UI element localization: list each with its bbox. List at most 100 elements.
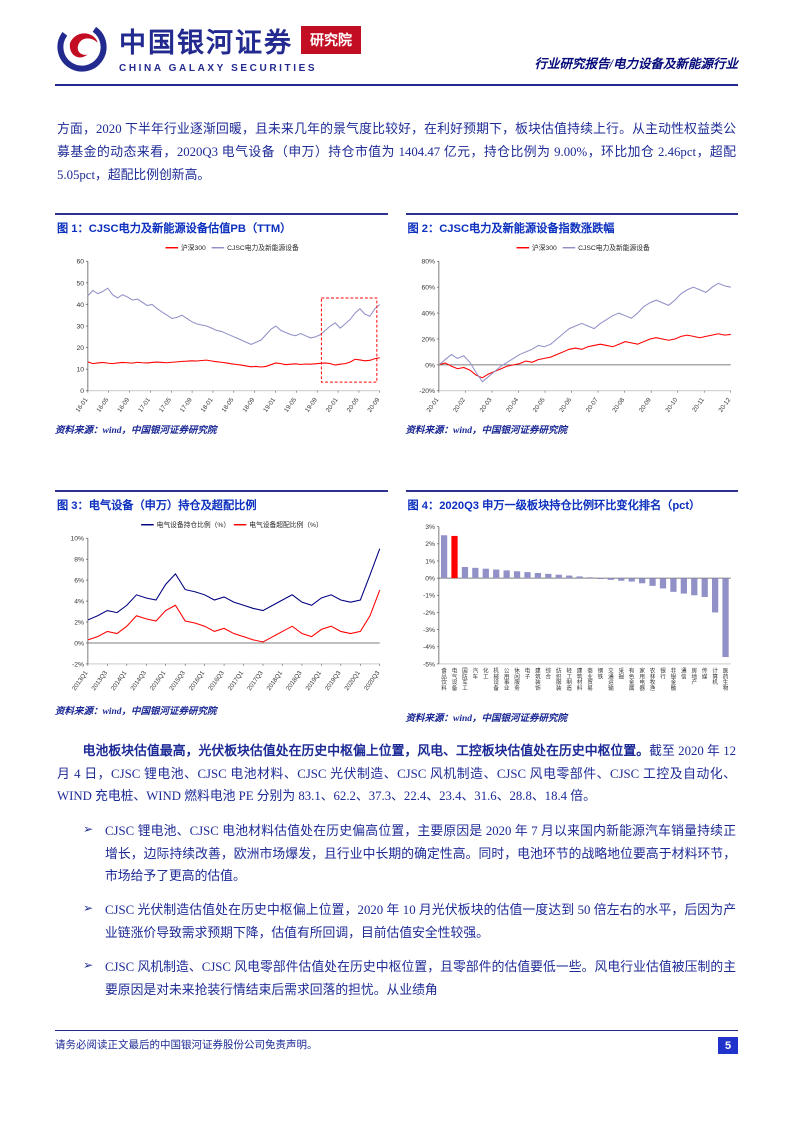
svg-text:0%: 0% bbox=[425, 362, 435, 369]
svg-text:有色金属: 有色金属 bbox=[628, 666, 634, 691]
svg-text:国防军工: 国防军工 bbox=[462, 667, 468, 691]
brand-division-badge: 研究院 bbox=[301, 26, 361, 54]
svg-text:轻工制造: 轻工制造 bbox=[566, 666, 572, 691]
svg-text:8%: 8% bbox=[74, 556, 84, 563]
brand-name: 中国银河证券 bbox=[119, 27, 293, 58]
svg-text:2018Q1: 2018Q1 bbox=[266, 669, 285, 692]
svg-text:19-05: 19-05 bbox=[283, 396, 298, 414]
svg-text:0%: 0% bbox=[425, 575, 435, 582]
svg-text:18-05: 18-05 bbox=[221, 396, 236, 414]
page-footer: 请务必阅读正文最后的中国银河证券股份公司免责声明。 5 bbox=[55, 1030, 738, 1054]
svg-text:20-05: 20-05 bbox=[346, 396, 361, 414]
svg-text:20-09: 20-09 bbox=[637, 396, 652, 414]
svg-text:20%: 20% bbox=[421, 336, 435, 343]
lead-paragraph: 电池板块估值最高，光伏板块估值处在历史中枢偏上位置，风电、工控板块估值处在历史中… bbox=[57, 740, 736, 807]
page-number-badge: 5 bbox=[718, 1037, 738, 1054]
svg-text:2014Q1: 2014Q1 bbox=[110, 669, 129, 692]
svg-text:沪深300: 沪深300 bbox=[181, 243, 206, 252]
page-header: 中国银河证券 研究院 CHINA GALAXY SECURITIES 行业研究报… bbox=[55, 20, 738, 86]
figure-4-source: 资料来源：wind，中国银河证券研究院 bbox=[405, 714, 568, 725]
svg-text:非银金融: 非银金融 bbox=[670, 666, 676, 691]
svg-text:2%: 2% bbox=[425, 541, 435, 548]
svg-text:20-12: 20-12 bbox=[717, 396, 732, 414]
svg-text:2016Q3: 2016Q3 bbox=[207, 669, 226, 692]
svg-text:16-09: 16-09 bbox=[116, 396, 131, 414]
svg-text:18-09: 18-09 bbox=[241, 396, 256, 414]
figure-4-chart: 3% 2% 1% 0% -1% -2% -3% -4% -5% 食品饮料 电气设备 国防军工 汽车 化工机… bbox=[406, 517, 739, 708]
svg-text:20-06: 20-06 bbox=[558, 396, 573, 414]
svg-text:电气设备超配比例（%）: 电气设备超配比例（%） bbox=[249, 520, 323, 529]
svg-text:2013Q3: 2013Q3 bbox=[90, 669, 109, 692]
svg-text:16-05: 16-05 bbox=[95, 396, 110, 414]
report-type-label: 行业研究报告/电力设备及新能源行业 bbox=[534, 57, 738, 71]
svg-text:40%: 40% bbox=[421, 311, 435, 318]
figures-row-2: 图 3：电气设备（申万）持仓及超配比例 -2% 0% 2% 4% 6% 8% 10% 2013… bbox=[55, 489, 739, 725]
figure-1-chart: 0 10 20 30 40 50 60 16-01 16-05 16-09 17-01 17-05 17… bbox=[55, 240, 388, 420]
svg-text:6%: 6% bbox=[74, 577, 84, 584]
svg-text:2%: 2% bbox=[74, 619, 84, 626]
svg-text:60: 60 bbox=[76, 259, 84, 266]
svg-text:20-09: 20-09 bbox=[366, 396, 381, 414]
bullet-2-text: CJSC 光伏制造估值处在历史中枢偏上位置，2020 年 10 月光伏板块的估值… bbox=[105, 903, 736, 940]
figure-4-title: 图 4：2020Q3 申万一级板块持仓比例环比变化排名（pct） bbox=[405, 489, 738, 517]
svg-text:-20%: -20% bbox=[419, 388, 435, 395]
svg-text:银行: 银行 bbox=[660, 666, 666, 680]
brand-block: 中国银河证券 研究院 CHINA GALAXY SECURITIES bbox=[55, 20, 361, 74]
svg-text:商业贸易: 商业贸易 bbox=[587, 666, 593, 691]
svg-text:-4%: -4% bbox=[422, 644, 434, 651]
svg-text:20-04: 20-04 bbox=[505, 396, 520, 414]
svg-text:20-01: 20-01 bbox=[325, 396, 340, 414]
svg-text:30: 30 bbox=[76, 324, 84, 331]
svg-text:电气设备持仓比例（%）: 电气设备持仓比例（%） bbox=[157, 520, 231, 529]
figure-3-chart: -2% 0% 2% 4% 6% 8% 10% 2013Q1 2013Q3 2014Q1 2014Q3… bbox=[55, 517, 388, 701]
svg-text:2018Q3: 2018Q3 bbox=[285, 669, 304, 692]
bullet-1-text: CJSC 锂电池、CJSC 电池材料估值处在历史偏高位置，主要原因是 2020 … bbox=[105, 824, 736, 883]
figure-1: 图 1：CJSC电力及新能源设备估值PB（TTM） 0 10 20 30 40 50 60 1… bbox=[55, 213, 388, 436]
svg-text:电气设备: 电气设备 bbox=[451, 666, 457, 691]
svg-text:20-05: 20-05 bbox=[531, 396, 546, 414]
svg-text:20-03: 20-03 bbox=[478, 396, 493, 414]
svg-text:建筑装饰: 建筑装饰 bbox=[535, 666, 541, 691]
svg-text:综合: 综合 bbox=[545, 666, 551, 680]
figure-3-source: 资料来源：wind，中国银河证券研究院 bbox=[55, 706, 217, 717]
svg-text:建筑材料: 建筑材料 bbox=[576, 666, 582, 691]
svg-text:家用电器: 家用电器 bbox=[639, 666, 645, 691]
svg-text:沪深300: 沪深300 bbox=[531, 243, 556, 252]
svg-text:0%: 0% bbox=[74, 640, 84, 647]
bullet-marker-icon: ➢ bbox=[83, 958, 94, 973]
svg-text:汽车: 汽车 bbox=[472, 666, 478, 680]
figures-row-1: 图 1：CJSC电力及新能源设备估值PB（TTM） 0 10 20 30 40 50 60 1… bbox=[55, 213, 738, 436]
figure-2: 图 2：CJSC电力及新能源设备指数涨跌幅 -20% 0% 20% 40% 60% 80%… bbox=[405, 213, 739, 436]
svg-text:2014Q3: 2014Q3 bbox=[129, 669, 148, 692]
svg-text:20-10: 20-10 bbox=[664, 396, 679, 414]
lead-bold-text: 电池板块估值最高，光伏板块估值处在历史中枢偏上位置，风电、工控板块估值处在历史中… bbox=[82, 744, 650, 759]
svg-text:2019Q1: 2019Q1 bbox=[304, 669, 323, 692]
figure-3-title: 图 3：电气设备（申万）持仓及超配比例 bbox=[55, 489, 388, 517]
svg-text:CJSC电力及新能源设备: CJSC电力及新能源设备 bbox=[578, 243, 650, 252]
svg-text:钢铁: 钢铁 bbox=[597, 666, 603, 680]
svg-text:10%: 10% bbox=[70, 536, 84, 543]
figure-2-chart: -20% 0% 20% 40% 60% 80% 20-01 20-02 20-03 20-04 20… bbox=[406, 240, 739, 420]
svg-text:2017Q1: 2017Q1 bbox=[227, 669, 246, 692]
brand-row: 中国银河证券 研究院 bbox=[119, 21, 361, 60]
svg-text:20-01: 20-01 bbox=[425, 396, 440, 414]
svg-text:16-01: 16-01 bbox=[75, 396, 90, 414]
svg-text:40: 40 bbox=[76, 302, 84, 309]
svg-text:计算机: 计算机 bbox=[712, 666, 718, 686]
svg-text:-1%: -1% bbox=[422, 593, 434, 600]
svg-text:传媒: 传媒 bbox=[701, 666, 707, 680]
svg-text:化工: 化工 bbox=[482, 666, 488, 680]
svg-text:机械设备: 机械设备 bbox=[493, 666, 499, 691]
figure-3: 图 3：电气设备（申万）持仓及超配比例 -2% 0% 2% 4% 6% 8% 10% 2013… bbox=[55, 489, 388, 724]
svg-text:3%: 3% bbox=[425, 524, 435, 531]
svg-text:-2%: -2% bbox=[422, 610, 434, 617]
lead-rest-text: 截至 2020 年 12 月 4 日，CJSC 锂电池、CJSC 电池材料、CJ… bbox=[57, 744, 736, 804]
figure-4: 图 4：2020Q3 申万一级板块持仓比例环比变化排名（pct） 3% 2% 1% 0… bbox=[405, 489, 739, 725]
svg-text:19-09: 19-09 bbox=[304, 396, 319, 414]
svg-text:60%: 60% bbox=[421, 285, 435, 292]
figure-1-source: 资料来源：wind，中国银河证券研究院 bbox=[55, 425, 217, 436]
svg-text:纺织服装: 纺织服装 bbox=[555, 666, 561, 691]
svg-text:17-05: 17-05 bbox=[158, 396, 173, 414]
svg-text:-2%: -2% bbox=[72, 661, 84, 668]
